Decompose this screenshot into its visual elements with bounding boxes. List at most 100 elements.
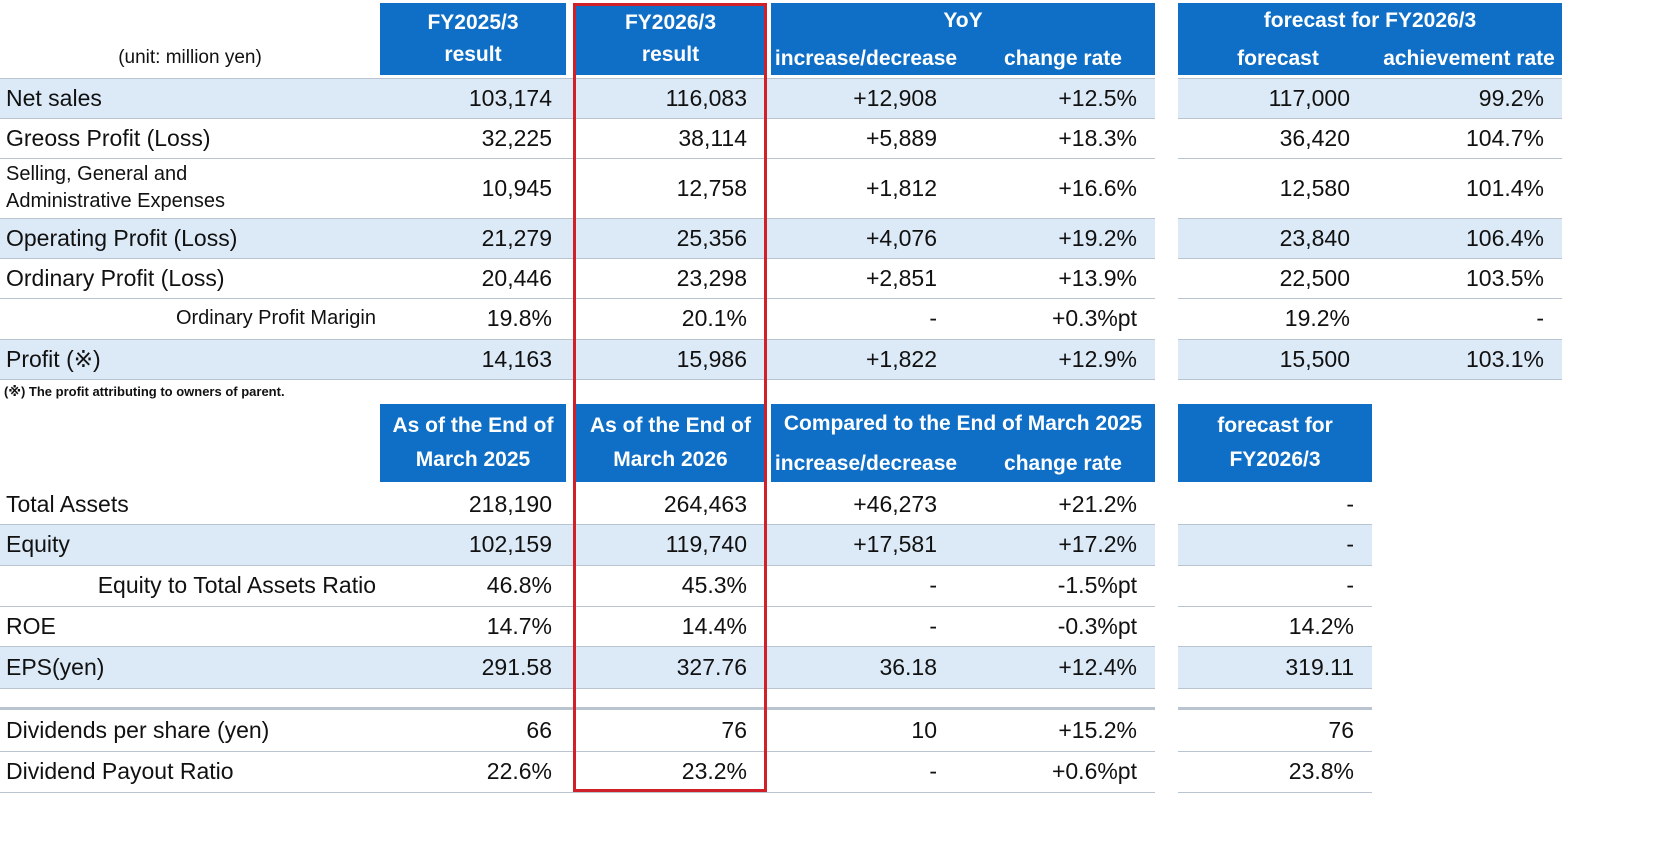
value-achieve: 103.1% — [1465, 345, 1544, 372]
header-curr-period: As of the End of March 2026 — [576, 404, 765, 482]
value-prev: 20,446 — [481, 264, 552, 291]
value-forecast: 14.2% — [1288, 612, 1354, 639]
value-inc: - — [929, 758, 937, 784]
value-rate: -0.3%pt — [1057, 612, 1137, 639]
value-curr: 45.3% — [681, 572, 747, 598]
value-inc: 10 — [911, 717, 937, 743]
value-prev: 46.8% — [486, 572, 552, 598]
value-rate: -1.5%pt — [1057, 572, 1137, 598]
header-fc-title: forecast for FY2026/3 — [1263, 9, 1477, 32]
value-curr: 14.4% — [681, 612, 747, 639]
value-forecast: 22,500 — [1279, 264, 1350, 291]
value-rate: +12.5% — [1058, 84, 1137, 111]
value-inc: +17,581 — [853, 531, 937, 557]
header-prev-line1: As of the End of — [392, 414, 554, 437]
header-fc-achieve: achievement rate — [1383, 47, 1555, 70]
value-inc: +1,822 — [866, 345, 937, 372]
value-forecast: 23.8% — [1288, 758, 1354, 784]
header-yoy-title: YoY — [943, 9, 983, 32]
value-rate: +12.4% — [1058, 653, 1137, 680]
unit-label: (unit: million yen) — [118, 47, 262, 68]
value-forecast: 12,580 — [1279, 174, 1350, 201]
row-label: Dividend Payout Ratio — [6, 758, 234, 784]
value-inc: +4,076 — [866, 224, 937, 251]
value-curr: 25,356 — [676, 224, 747, 251]
header-yoy-rate: change rate — [1004, 47, 1122, 70]
header-prev-year: FY2025/3 result — [380, 3, 566, 75]
value-rate: +12.9% — [1058, 345, 1137, 372]
value-curr: 119,740 — [665, 531, 747, 557]
value-forecast: - — [1346, 490, 1354, 517]
value-achieve: - — [1536, 305, 1544, 331]
row-label: EPS(yen) — [6, 653, 105, 680]
row-label: ROE — [6, 612, 56, 639]
value-inc: +1,812 — [866, 174, 937, 201]
header-fc-line2: FY2026/3 — [1229, 448, 1321, 471]
row-label: Equity to Total Assets Ratio — [97, 572, 376, 598]
value-forecast: 23,840 — [1279, 224, 1350, 251]
row-label: Dividends per share (yen) — [6, 717, 270, 743]
value-achieve: 103.5% — [1465, 264, 1544, 291]
header-yoy-inc: increase/decrease — [774, 47, 958, 70]
value-forecast: 19.2% — [1284, 305, 1350, 331]
value-inc: - — [929, 305, 937, 331]
value-rate: +16.6% — [1058, 174, 1137, 201]
value-prev: 103,174 — [468, 84, 552, 111]
header-curr-line2: March 2026 — [613, 448, 728, 471]
value-curr: 23.2% — [681, 758, 747, 784]
value-prev: 32,225 — [481, 124, 552, 151]
value-curr: 38,114 — [678, 124, 747, 151]
row-label: Selling, General and Administrative Expe… — [0, 158, 380, 218]
value-curr: 264,463 — [663, 490, 747, 517]
value-forecast: 15,500 — [1279, 345, 1350, 372]
value-curr: 15,986 — [676, 345, 747, 372]
value-curr: 20.1% — [681, 305, 747, 331]
value-inc: +12,908 — [853, 84, 937, 111]
value-prev: 22.6% — [486, 758, 552, 784]
value-prev: 66 — [526, 717, 552, 743]
row-label-line2: Administrative Expenses — [6, 190, 225, 212]
value-inc: - — [929, 612, 937, 639]
value-achieve: 99.2% — [1478, 84, 1544, 111]
value-rate: +19.2% — [1058, 224, 1137, 251]
header-fc-line1: forecast for — [1217, 414, 1333, 437]
value-prev: 14,163 — [481, 345, 552, 372]
value-curr: 327.76 — [676, 653, 747, 680]
value-prev: 291.58 — [481, 653, 552, 680]
header-cmp-inc: increase/decrease — [774, 452, 958, 475]
value-inc: +5,889 — [866, 124, 937, 151]
value-rate: +0.3%pt — [1051, 305, 1137, 331]
header-forecast: forecast for FY2026/3 forecast achieveme… — [1178, 3, 1562, 75]
header-curr-line1: As of the End of — [590, 414, 751, 437]
value-prev: 19.8% — [486, 305, 552, 331]
row-label: Profit (※) — [6, 345, 101, 372]
header-curr-year: FY2026/3 result — [576, 3, 765, 75]
value-forecast: 76 — [1328, 717, 1354, 743]
header-prev-period: As of the End of March 2025 — [380, 404, 566, 482]
value-forecast: 319.11 — [1285, 653, 1354, 680]
value-curr: 23,298 — [676, 264, 747, 291]
value-inc: 36.18 — [879, 653, 937, 680]
row-label-line1: Selling, General and — [6, 163, 188, 185]
header-compare: Compared to the End of March 2025 increa… — [771, 404, 1155, 482]
row-label: Equity — [6, 531, 70, 557]
value-rate: +13.9% — [1058, 264, 1137, 291]
row-label: Total Assets — [6, 490, 129, 517]
value-inc: +2,851 — [866, 264, 937, 291]
header-yoy: YoY increase/decrease change rate — [771, 3, 1155, 75]
value-prev: 102,159 — [468, 531, 552, 557]
value-prev: 14.7% — [486, 612, 552, 639]
value-rate: +18.3% — [1058, 124, 1137, 151]
value-prev: 21,279 — [481, 224, 552, 251]
value-forecast: - — [1346, 572, 1354, 598]
header-prev-line1: FY2025/3 — [427, 11, 519, 34]
value-rate: +0.6%pt — [1051, 758, 1137, 784]
value-achieve: 104.7% — [1465, 124, 1544, 151]
value-inc: +46,273 — [853, 490, 937, 517]
value-curr: 12,758 — [676, 174, 747, 201]
header-curr-line2: result — [641, 43, 700, 66]
value-forecast: 36,420 — [1279, 124, 1350, 151]
value-forecast: 117,000 — [1268, 84, 1350, 111]
footnote: (※) The profit attributing to owners of … — [4, 384, 285, 399]
header-fc-forecast: forecast — [1237, 47, 1319, 70]
